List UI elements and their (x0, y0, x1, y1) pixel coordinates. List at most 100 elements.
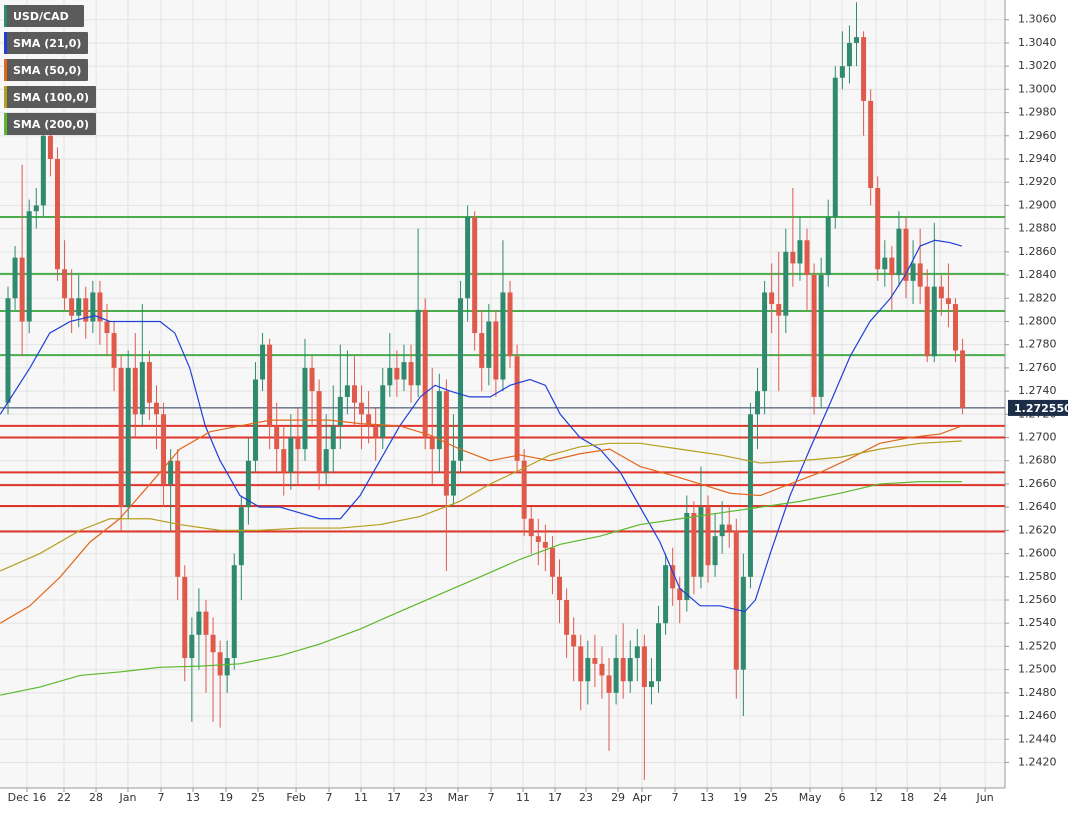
y-tick-label: 1.2640 (1018, 500, 1057, 513)
candle-body (62, 269, 68, 299)
candle-body (953, 304, 959, 351)
candle-body (507, 292, 513, 357)
candle-body (875, 188, 881, 270)
candle-body (196, 611, 202, 635)
x-tick-label: 7 (488, 791, 495, 804)
candle-body (592, 658, 598, 664)
legend-label: SMA (200,0) (13, 118, 89, 131)
candle-body (168, 460, 174, 484)
x-tick-label: Apr (633, 791, 653, 804)
y-tick-label: 1.3000 (1018, 82, 1057, 95)
candle-body (557, 576, 563, 600)
y-tick-label: 1.2800 (1018, 314, 1057, 327)
candle-body (139, 362, 145, 415)
candle-body (472, 217, 478, 334)
candle-body (40, 135, 46, 206)
candle-body (726, 524, 732, 531)
x-tick-label: 19 (733, 791, 747, 804)
candle-body (252, 379, 258, 461)
candle-body (394, 367, 400, 380)
y-tick-label: 1.2480 (1018, 686, 1057, 699)
candle-body (924, 286, 930, 357)
legend-swatch (4, 86, 7, 108)
x-tick-label: 17 (387, 791, 401, 804)
candle-body (373, 425, 379, 438)
x-tick-label: 11 (516, 791, 530, 804)
y-tick-label: 1.2580 (1018, 570, 1057, 583)
candle-body (245, 460, 251, 508)
legend-box (4, 5, 84, 27)
candle-body (542, 541, 548, 548)
candle-body (846, 42, 852, 67)
candle-body (712, 536, 718, 566)
candle-body (323, 449, 329, 473)
sma-line (0, 239, 963, 613)
x-tick-label: 28 (89, 791, 103, 804)
candle-body (811, 275, 817, 397)
x-tick-label: 25 (251, 791, 265, 804)
y-tick-label: 1.2520 (1018, 639, 1057, 652)
candle-body (960, 350, 966, 408)
candle-body (938, 286, 944, 299)
candle-body (486, 321, 492, 368)
candle-body (175, 460, 181, 577)
candle-body (641, 646, 647, 688)
candle-body (896, 228, 902, 276)
x-tick-label: 23 (579, 791, 593, 804)
candle-body (670, 565, 676, 589)
candle-body (599, 663, 605, 676)
y-tick-label: 1.2820 (1018, 291, 1057, 304)
candle-body (648, 681, 654, 688)
legend-label: SMA (21,0) (13, 37, 81, 50)
candle-body (54, 158, 60, 270)
legend-swatch (4, 113, 7, 135)
candle-body (436, 391, 442, 450)
y-tick-label: 1.2620 (1018, 523, 1057, 536)
y-tick-label: 1.2680 (1018, 454, 1057, 467)
candle-body (182, 576, 188, 659)
candle-body (705, 507, 711, 566)
x-tick-label: 18 (900, 791, 914, 804)
sma-line (0, 481, 962, 696)
y-tick-label: 1.2900 (1018, 198, 1057, 211)
candle-body (882, 257, 888, 270)
x-tick-label: 11 (354, 791, 368, 804)
candle-body (422, 309, 428, 438)
y-tick-label: 1.2780 (1018, 338, 1057, 351)
legend-box (4, 59, 88, 81)
candle-body (854, 37, 860, 43)
x-tick-label: 13 (700, 791, 714, 804)
y-tick-label: 1.2420 (1018, 755, 1057, 768)
candle-body (69, 298, 75, 316)
x-tick-label: 25 (764, 791, 778, 804)
legend-label: USD/CAD (13, 10, 69, 23)
x-tick-label: 7 (326, 791, 333, 804)
candle-body (663, 565, 669, 624)
candle-body (458, 298, 464, 461)
candle-body (231, 565, 237, 659)
candle-body (288, 437, 294, 473)
candle-body (585, 658, 591, 682)
candle-body (740, 576, 746, 670)
x-tick-label: 12 (869, 791, 883, 804)
candle-body (19, 257, 25, 322)
candle-body (12, 257, 18, 299)
candle-body (613, 658, 619, 693)
y-tick-label: 1.2560 (1018, 593, 1057, 606)
x-tick-label: Jun (976, 791, 994, 804)
legend-label: SMA (100,0) (13, 91, 89, 104)
candle-body (76, 298, 82, 316)
candle-body (656, 623, 662, 682)
candle-body (267, 344, 273, 426)
candle-body (274, 425, 280, 450)
candle-body (295, 437, 301, 450)
y-tick-label: 1.2940 (1018, 152, 1057, 165)
candle-body (903, 228, 909, 281)
candle-body (380, 385, 386, 438)
candle-body (351, 385, 357, 403)
y-tick-label: 1.3060 (1018, 13, 1057, 26)
candle-body (818, 275, 824, 397)
candle-body (868, 100, 874, 189)
candle-body (217, 652, 223, 676)
candle-body (47, 135, 53, 159)
